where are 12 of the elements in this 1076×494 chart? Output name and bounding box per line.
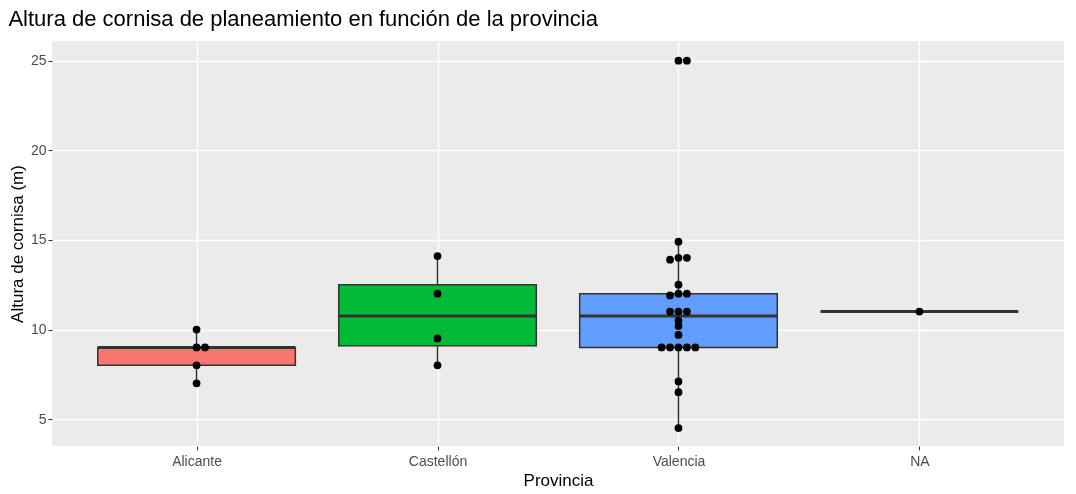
y-tick-label: 10 (30, 321, 47, 338)
y-tick-label: 5 (38, 410, 47, 427)
x-axis-title: Provincia (523, 470, 594, 490)
y-tick-label: 25 (30, 52, 47, 69)
x-tick-label: Alicante (172, 452, 223, 469)
y-tick-label: 20 (30, 141, 47, 158)
x-tick-label: Castellón (408, 452, 468, 469)
chart-title: Altura de cornisa de planeamiento en función de la provincia (8, 6, 599, 31)
y-axis-title: Altura de cornisa (m) (7, 165, 27, 323)
x-tick-label: NA (910, 452, 931, 469)
x-tick-label: Valencia (652, 452, 706, 469)
y-tick-label: 15 (30, 231, 47, 248)
